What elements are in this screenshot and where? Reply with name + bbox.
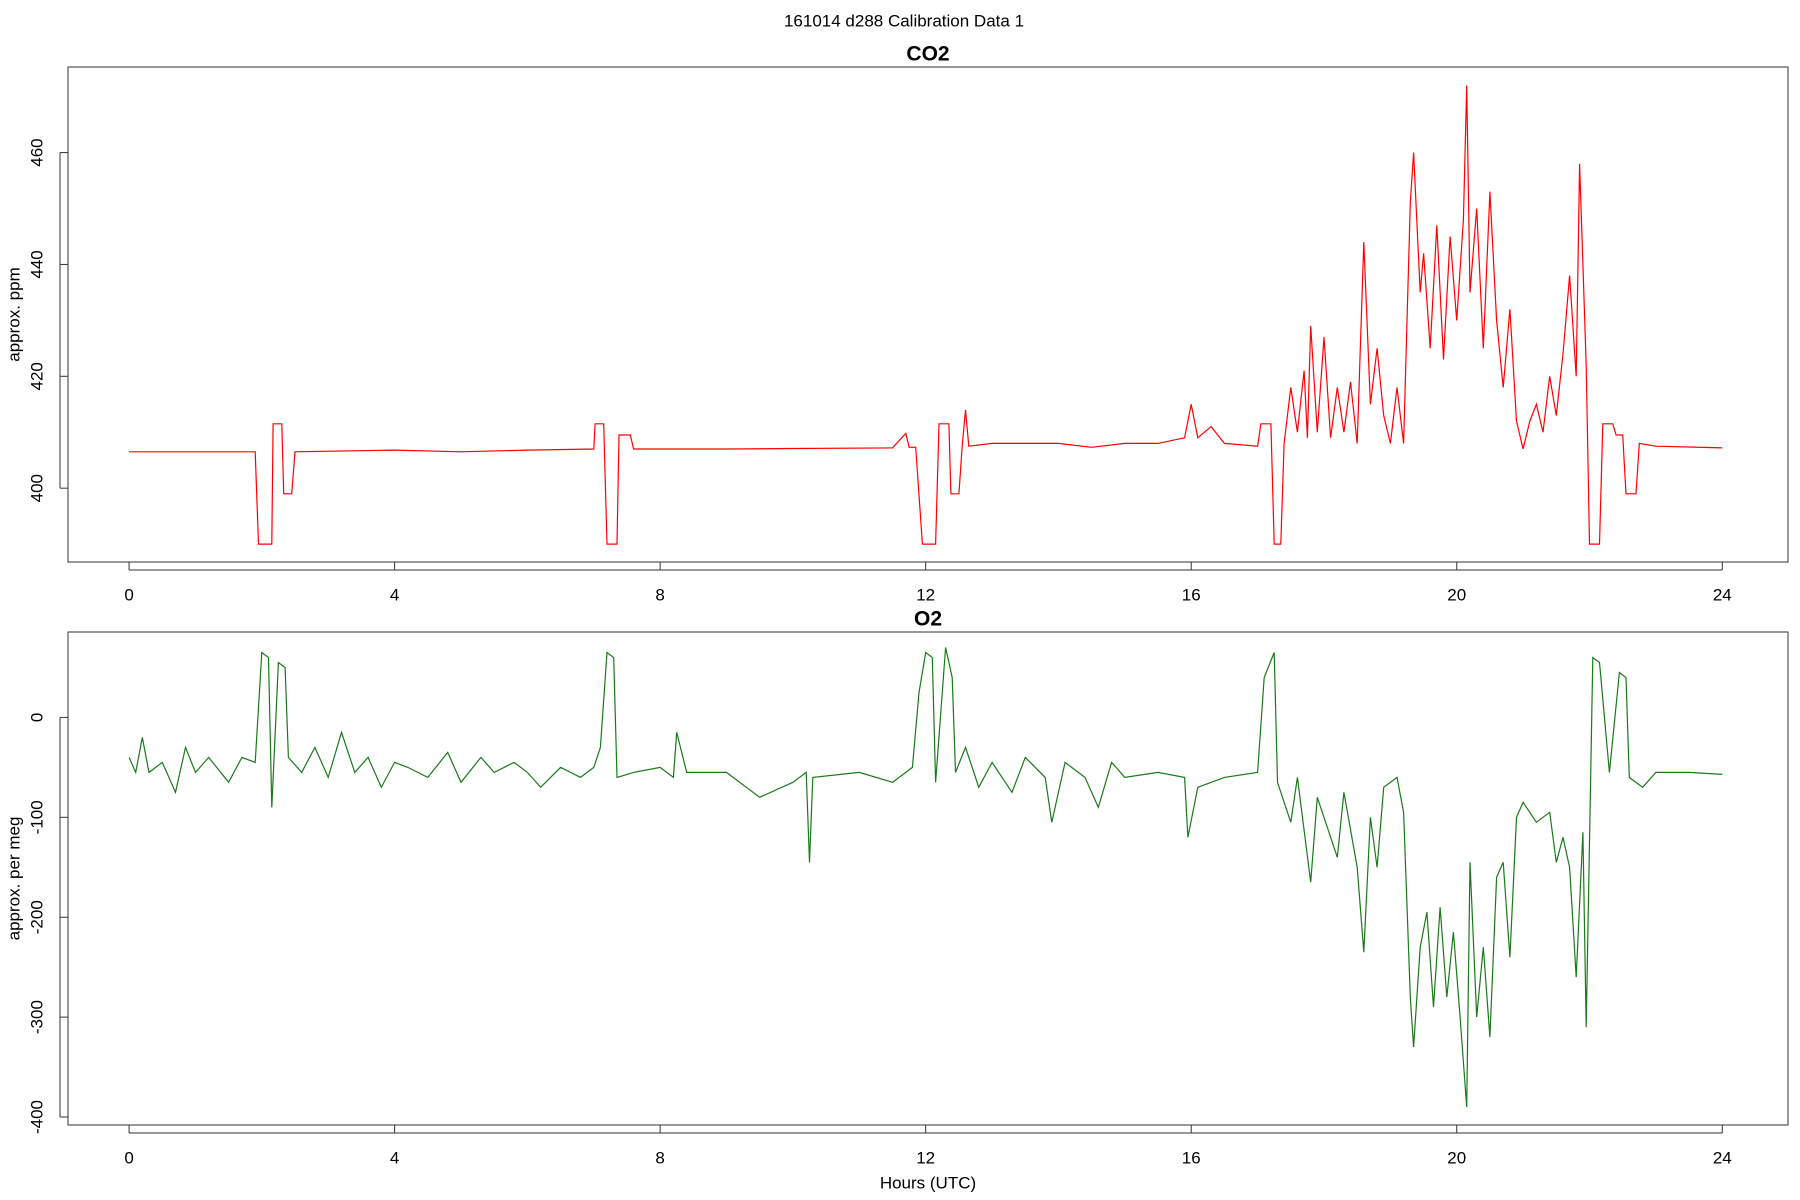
x-tick-label: 4 [390, 585, 399, 604]
x-tick-label: 8 [655, 1148, 664, 1167]
y-tick-label: 400 [27, 474, 46, 502]
plot-frame [67, 631, 1789, 1126]
y-tick-label: 0 [27, 713, 46, 722]
x-tick-label: 24 [1713, 1148, 1732, 1167]
x-tick-label: 0 [124, 585, 133, 604]
x-tick-label: 20 [1447, 1148, 1466, 1167]
y-axis-label: approx. per meg [4, 817, 23, 941]
chart-title: O2 [914, 608, 942, 631]
x-tick-label: 16 [1182, 1148, 1201, 1167]
y-tick-label: 420 [27, 362, 46, 390]
x-tick-label: 12 [916, 585, 935, 604]
plot-frame [67, 66, 1789, 563]
x-axis-label: Hours (UTC) [880, 1173, 976, 1192]
x-tick-label: 12 [916, 1148, 935, 1167]
y-tick-label: -200 [27, 900, 46, 934]
y-tick-label: 460 [27, 138, 46, 166]
data-line [129, 85, 1723, 545]
x-tick-label: 20 [1447, 585, 1466, 604]
y-tick-label: 440 [27, 250, 46, 278]
x-tick-label: 0 [124, 1148, 133, 1167]
y-tick-label: -400 [27, 1100, 46, 1134]
chart-title: CO2 [906, 43, 949, 66]
x-tick-label: 16 [1182, 585, 1201, 604]
y-tick-label: -300 [27, 1000, 46, 1034]
y-axis-label: approx. ppm [4, 267, 23, 362]
y-tick-label: -100 [27, 800, 46, 834]
x-tick-label: 4 [390, 1148, 399, 1167]
x-tick-label: 8 [655, 585, 664, 604]
x-tick-label: 24 [1713, 585, 1732, 604]
page-title: 161014 d288 Calibration Data 1 [784, 11, 1024, 30]
data-line [128, 647, 1723, 1108]
